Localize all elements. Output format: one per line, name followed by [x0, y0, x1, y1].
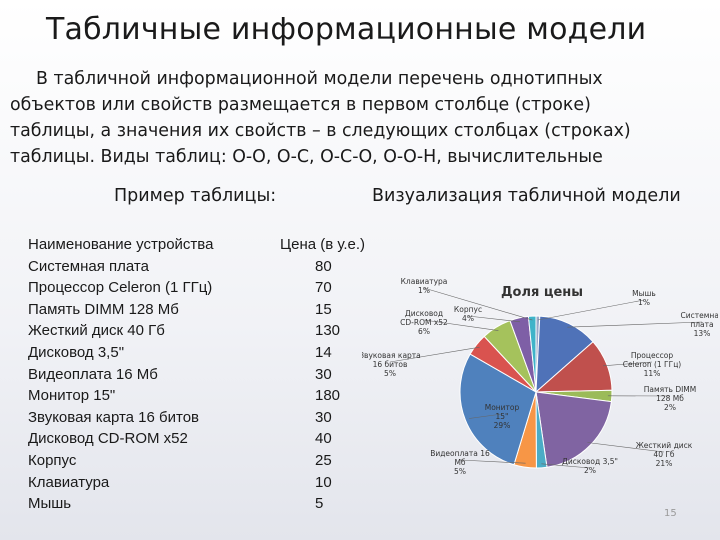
slice-label: Клавиатура 1%: [401, 277, 448, 295]
chart-title: Доля цены: [501, 285, 583, 300]
device-price: 40: [315, 430, 332, 448]
slice-label: Память DIMM 128 Мб 2%: [644, 385, 697, 412]
pie-slice: [535, 391, 612, 468]
device-name: Клавиатура: [28, 473, 110, 491]
pie-slice: [459, 353, 537, 466]
device-name: Дисковод CD-ROM x52: [28, 430, 188, 448]
page-number: 15: [664, 508, 677, 519]
device-price: 70: [315, 279, 332, 297]
column-header-price: Цена (в у.е.): [280, 236, 366, 253]
device-name: Жесткий диск 40 Гб: [28, 322, 165, 340]
paragraph-line: объектов или свойств размещается в перво…: [10, 95, 591, 115]
leader-line: [423, 319, 499, 331]
intro-paragraph: В табличной информационной модели перече…: [10, 66, 710, 170]
slice-label: Монитор 15" 29%: [485, 403, 520, 430]
leader-line: [603, 361, 653, 367]
device-name: Мышь: [28, 495, 72, 513]
leader-line: [567, 321, 703, 328]
leader-line: [537, 299, 645, 321]
slide-title: Табличные информационные модели: [46, 12, 647, 47]
device-name: Звуковая карта 16 битов: [28, 408, 199, 426]
device-name: Процессор Celeron (1 ГГц): [28, 279, 213, 297]
slice-label: Мышь 1%: [632, 289, 656, 307]
leader-line: [469, 413, 503, 419]
device-name: Память DIMM 128 Мб: [28, 300, 179, 318]
device-name: Системная плата: [28, 257, 149, 275]
device-price: 30: [315, 365, 332, 383]
column-header-device: Наименование устройства: [28, 236, 214, 253]
leader-line: [541, 463, 591, 469]
example-label: Пример таблицы:: [114, 186, 277, 206]
device-name: Дисковод 3,5": [28, 343, 125, 361]
paragraph-line: таблицы, а значения их свойств – в следу…: [10, 121, 631, 141]
device-price: 5: [315, 495, 324, 513]
pie-slice: [527, 315, 537, 393]
slice-label: Дисковод 3,5" 2%: [562, 457, 618, 475]
paragraph-line: В табличной информационной модели перече…: [36, 69, 603, 89]
device-price: 80: [315, 257, 332, 275]
leader-line: [389, 346, 480, 363]
leader-line: [459, 459, 526, 464]
slice-label: Корпус 4%: [454, 305, 482, 323]
slice-label: Дисковод CD-ROM x52 6%: [400, 309, 448, 336]
slice-label: Системнаяплата13%: [681, 311, 718, 338]
pie-slice: [535, 315, 594, 394]
leader-line: [423, 287, 533, 321]
device-name: Монитор 15": [28, 387, 116, 405]
device-name: Корпус: [28, 451, 77, 469]
leader-line: [587, 442, 665, 453]
device-price: 15: [315, 300, 332, 318]
device-price: 10: [315, 473, 332, 491]
device-price: 25: [315, 451, 332, 469]
slice-label: Видеоплата 16 Мб 5%: [430, 449, 490, 476]
device-price: 180: [315, 387, 341, 405]
device-price: 30: [315, 408, 332, 426]
slice-label: Звуковая карта 16 битов 5%: [362, 351, 421, 378]
slice-label: Жесткий диск 40 Гб 21%: [636, 441, 693, 468]
paragraph-line: таблицы. Виды таблиц: О-О, О-С, О-С-О, О…: [10, 147, 603, 167]
visualization-label: Визуализация табличной модели: [372, 186, 681, 206]
leader-line: [467, 315, 521, 323]
device-price: 14: [315, 343, 332, 361]
device-name: Видеоплата 16 Мб: [28, 365, 158, 383]
device-price: 130: [315, 322, 341, 340]
slice-label: Процессор Celeron (1 ГГц) 11%: [623, 351, 682, 378]
